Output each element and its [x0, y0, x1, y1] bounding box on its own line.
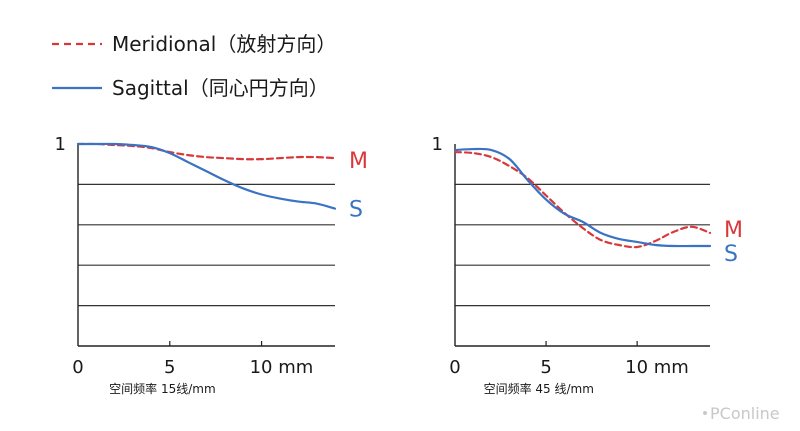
- legend-meridional-label: Meridional（放射方向）: [112, 32, 336, 56]
- chart-15lp-x-axis-label: 空间频率 15线/mm: [109, 381, 216, 396]
- chart-45lp: 1 0 5 10 mm 空间频率 45 线/mm MS: [432, 134, 743, 396]
- chart-45lp-series: [453, 147, 712, 249]
- chart-15lp-x-tick-label-1: 5: [164, 357, 175, 378]
- legend: Meridional（放射方向） Sagittal（同心円方向）: [52, 32, 336, 100]
- chart-45lp-x-tick-label-2: 10 mm: [625, 357, 689, 378]
- legend-sagittal-label: Sagittal（同心円方向）: [112, 76, 329, 100]
- chart-15lp-series-s-label: S: [349, 198, 363, 223]
- chart-45lp-y-tick-label: 1: [432, 134, 443, 155]
- chart-45lp-series-s-line: [453, 147, 712, 248]
- chart-15lp-x-tick-label-0: 0: [72, 357, 83, 378]
- chart-15lp-series-m-label: M: [349, 149, 368, 174]
- chart-45lp-labels: 1 0 5 10 mm 空间频率 45 线/mm MS: [432, 134, 743, 396]
- chart-45lp-series-m-label: M: [724, 218, 743, 243]
- watermark-dot-icon: [703, 411, 707, 415]
- chart-15lp-series: [76, 142, 337, 210]
- chart-45lp-x-axis-label: 空间频率 45 线/mm: [484, 381, 594, 396]
- chart-15lp-series-m-line: [76, 142, 337, 161]
- chart-15lp-labels: 1 0 5 10 mm 空间频率 15线/mm MS: [55, 134, 368, 396]
- chart-45lp-series-s-label: S: [724, 242, 738, 267]
- chart-45lp-series-m-line: [453, 150, 712, 249]
- watermark: PConline: [703, 404, 780, 423]
- chart-45lp-gridlines: [455, 183, 710, 307]
- chart-45lp-x-tick-label-0: 0: [449, 357, 460, 378]
- chart-15lp-y-tick-label: 1: [55, 134, 66, 155]
- chart-45lp-axes: [454, 144, 710, 347]
- chart-15lp-series-s-line: [76, 142, 337, 210]
- chart-15lp-gridlines: [78, 183, 335, 307]
- chart-15lp-axes: [77, 144, 335, 347]
- watermark-text: PConline: [710, 404, 780, 423]
- chart-45lp-x-tick-label-1: 5: [540, 357, 551, 378]
- chart-15lp-x-tick-label-2: 10 mm: [250, 357, 314, 378]
- chart-15lp: 1 0 5 10 mm 空间频率 15线/mm MS: [55, 134, 368, 396]
